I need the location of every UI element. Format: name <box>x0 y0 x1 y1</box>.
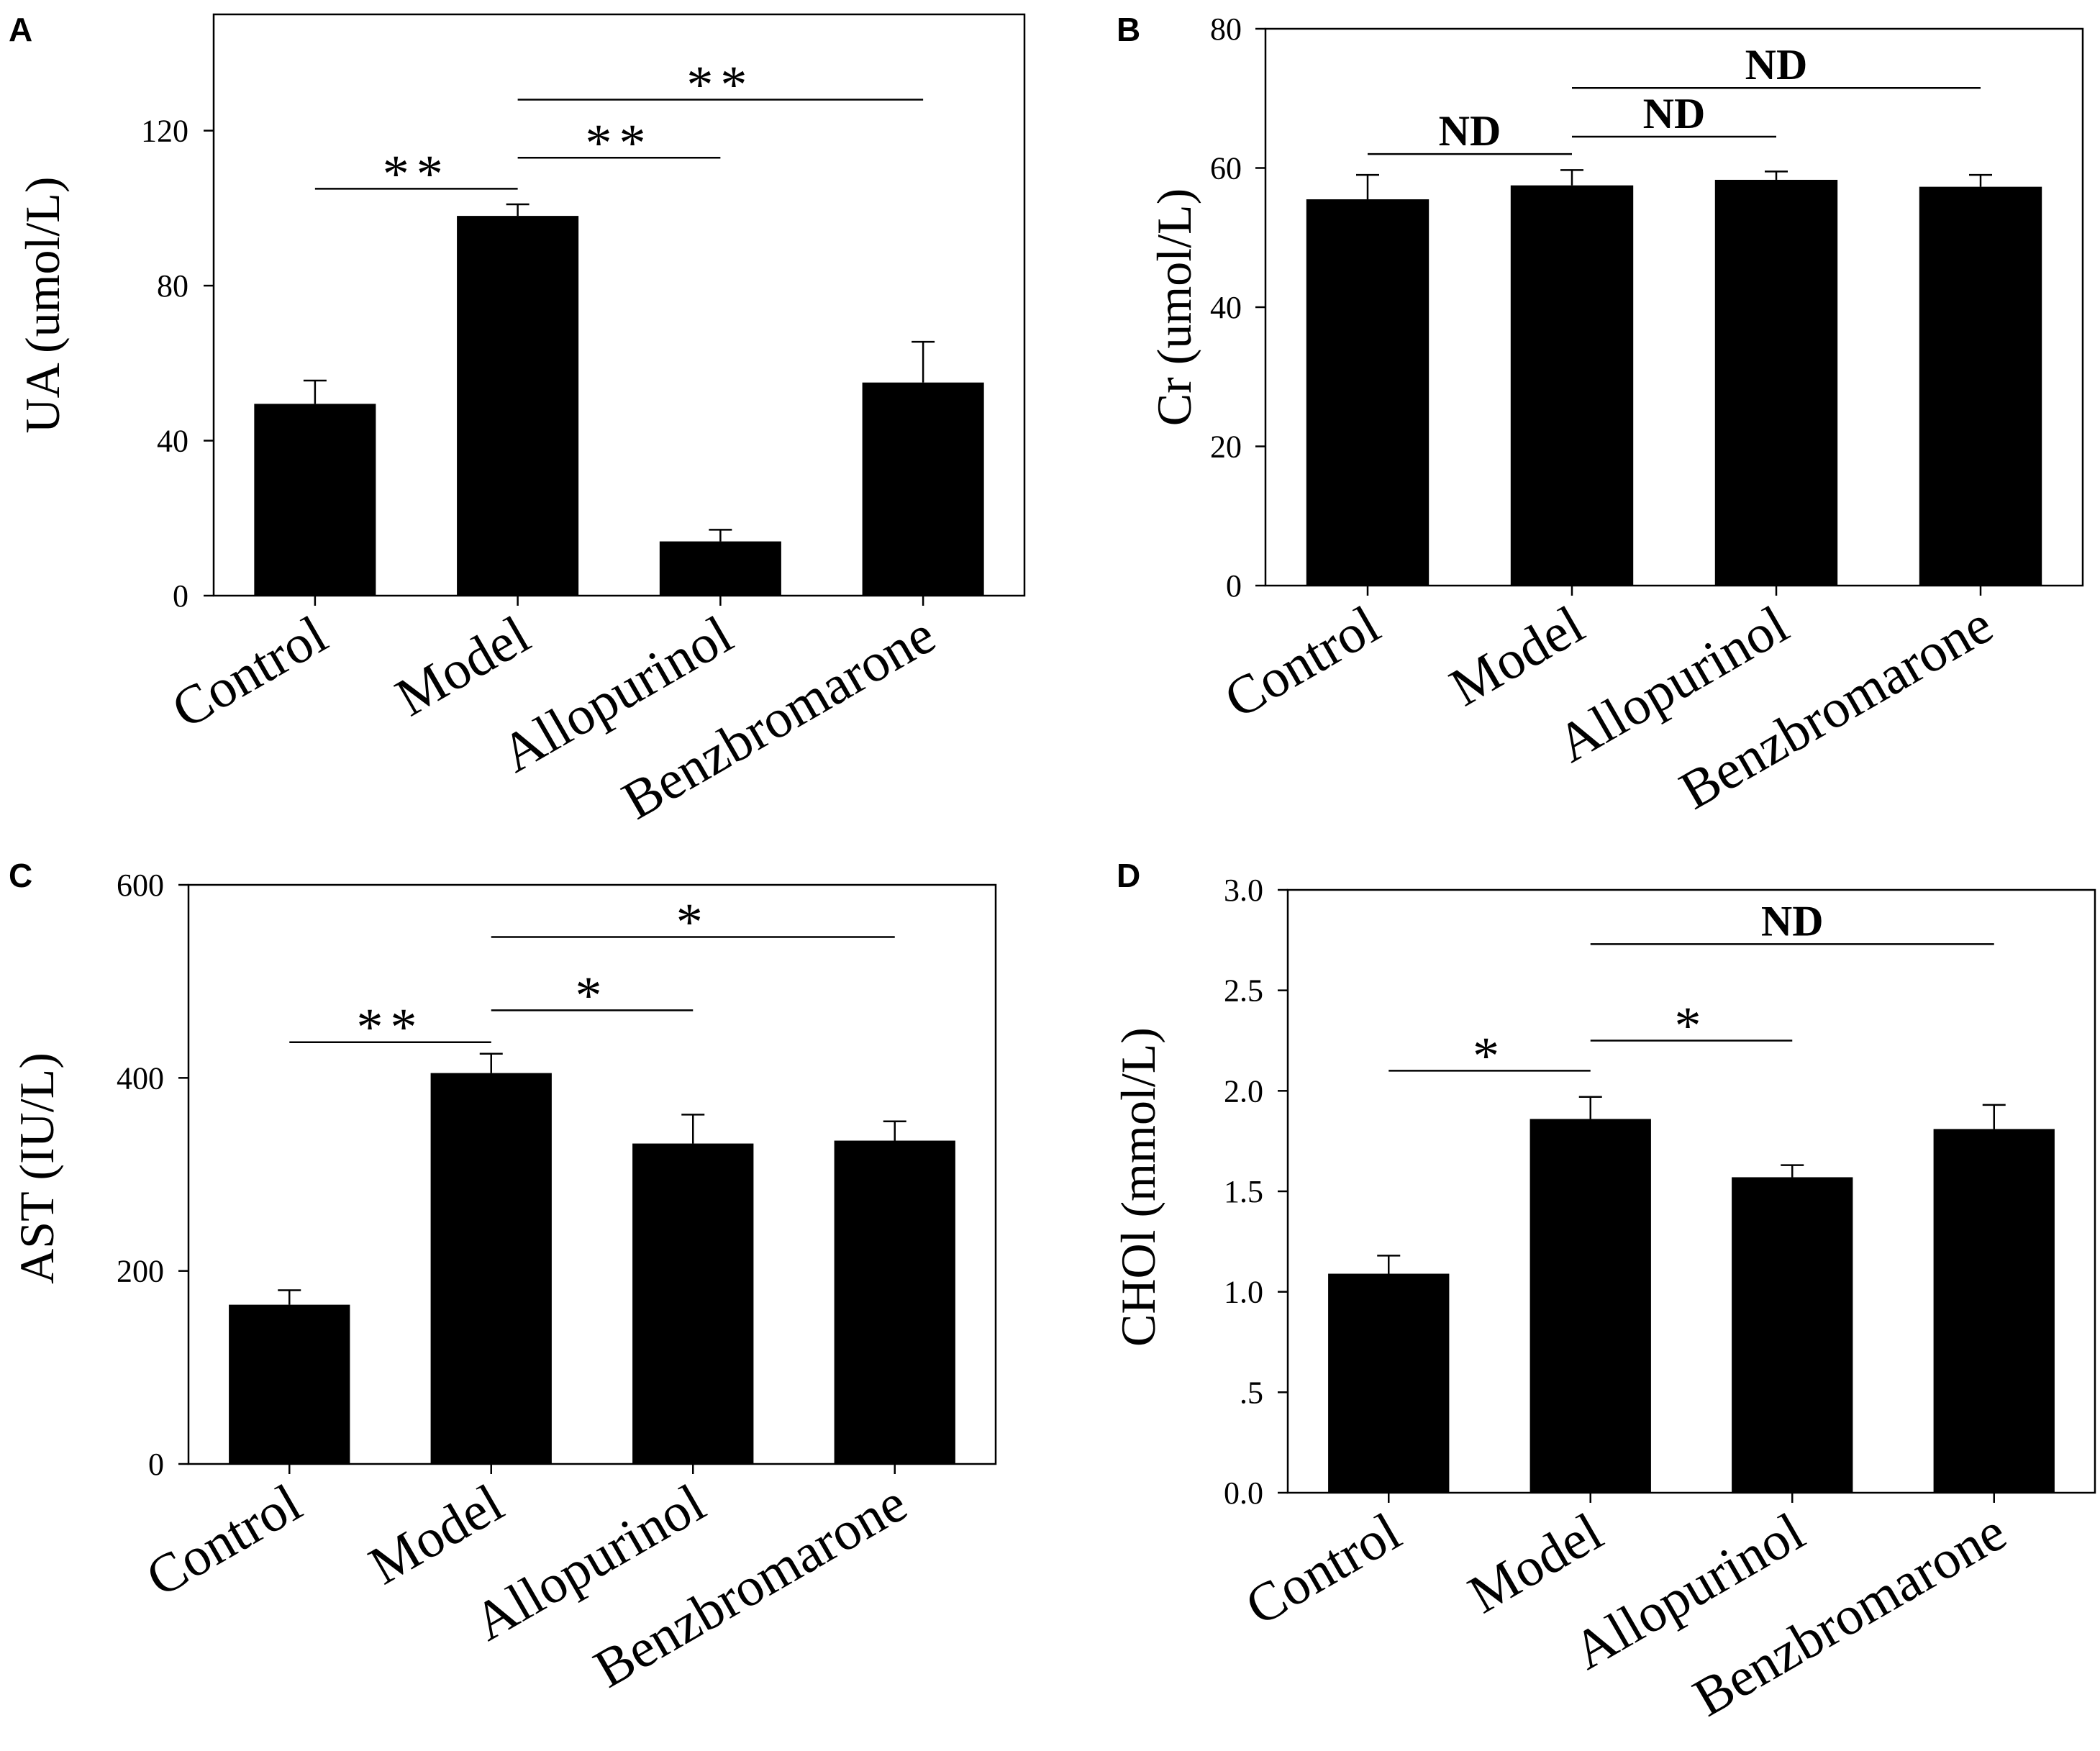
x-tick-label: Model <box>1458 1501 1612 1625</box>
bar-benzbromarone <box>1933 1129 2055 1493</box>
bar-model <box>457 216 579 596</box>
y-tick-label: 2.0 <box>1224 1073 1263 1109</box>
y-axis-title: Cr (umol/L) <box>1147 188 1201 427</box>
bar-model <box>1510 185 1634 586</box>
y-tick-label: 0 <box>148 1447 164 1482</box>
significance-label: ND <box>1761 897 1824 945</box>
significance-label: * <box>1473 1027 1506 1086</box>
y-tick-label: 40 <box>157 424 188 459</box>
y-tick-label: 80 <box>157 268 188 304</box>
significance-label: ** <box>357 999 424 1058</box>
x-tick-label: Control <box>137 1473 312 1609</box>
bar-benzbromarone <box>862 382 984 596</box>
plot-frame <box>187 883 997 1465</box>
y-tick-label: 600 <box>117 868 164 903</box>
plot-frame <box>212 13 1026 597</box>
bar-allopurinol <box>659 541 781 596</box>
significance-label: ND <box>1745 41 1808 88</box>
bar-allopurinol <box>1714 179 1838 586</box>
y-tick-label: 40 <box>1210 290 1242 325</box>
bar-control <box>1328 1273 1450 1493</box>
panel-label: B <box>1117 11 1140 48</box>
y-tick-label: 1.5 <box>1224 1174 1263 1209</box>
x-tick-label: Control <box>162 604 337 740</box>
x-tick-label: Model <box>386 604 540 728</box>
y-tick-label: 200 <box>117 1254 164 1289</box>
bar-control <box>254 404 376 596</box>
bar-allopurinol <box>1732 1177 1853 1493</box>
y-tick-label: 60 <box>1210 151 1242 186</box>
bar-benzbromarone <box>834 1140 955 1464</box>
bar-allopurinol <box>632 1143 754 1464</box>
y-tick-label: .5 <box>1240 1375 1263 1410</box>
significance-label: ND <box>1439 107 1501 155</box>
panel-label: A <box>9 11 32 48</box>
y-tick-label: 0.0 <box>1224 1475 1263 1511</box>
significance-label: * <box>676 893 710 952</box>
x-tick-label: Control <box>1214 594 1389 730</box>
significance-label: * <box>1675 997 1709 1056</box>
bar-control <box>1306 199 1429 586</box>
y-tick-label: 20 <box>1210 429 1242 465</box>
y-tick-label: 400 <box>117 1060 164 1096</box>
y-tick-label: 1.0 <box>1224 1275 1263 1310</box>
x-tick-label: Control <box>1236 1501 1411 1637</box>
panel-label: C <box>9 857 32 894</box>
y-axis-title: AST (IU/L) <box>9 1052 64 1284</box>
bar-control <box>229 1304 350 1464</box>
bar-model <box>1529 1119 1651 1493</box>
y-tick-label: 2.5 <box>1224 973 1263 1009</box>
y-tick-label: 0 <box>173 578 188 614</box>
significance-label: * <box>576 966 609 1025</box>
bar-model <box>430 1073 552 1464</box>
significance-label: ** <box>586 114 653 173</box>
x-tick-label: Model <box>1440 594 1594 718</box>
y-tick-label: 3.0 <box>1224 873 1263 908</box>
y-tick-label: 0 <box>1226 568 1242 604</box>
panel-label: D <box>1117 857 1140 894</box>
y-tick-label: 120 <box>141 114 188 149</box>
panel-D: D 0.0 .5 1.0 1.5 2.0 2.5 3.0 CHOl (mmol/L) Contro… <box>1111 857 2096 1728</box>
significance-label: ND <box>1643 90 1706 137</box>
x-tick-label: Model <box>359 1473 513 1596</box>
y-axis-title: UA (umol/L) <box>15 177 70 434</box>
y-axis-title: CHOl (mmol/L) <box>1111 1027 1165 1347</box>
significance-label: ** <box>383 145 450 204</box>
y-tick-label: 80 <box>1210 12 1242 47</box>
bar-benzbromarone <box>1919 186 2042 586</box>
significance-label: ** <box>686 56 754 115</box>
